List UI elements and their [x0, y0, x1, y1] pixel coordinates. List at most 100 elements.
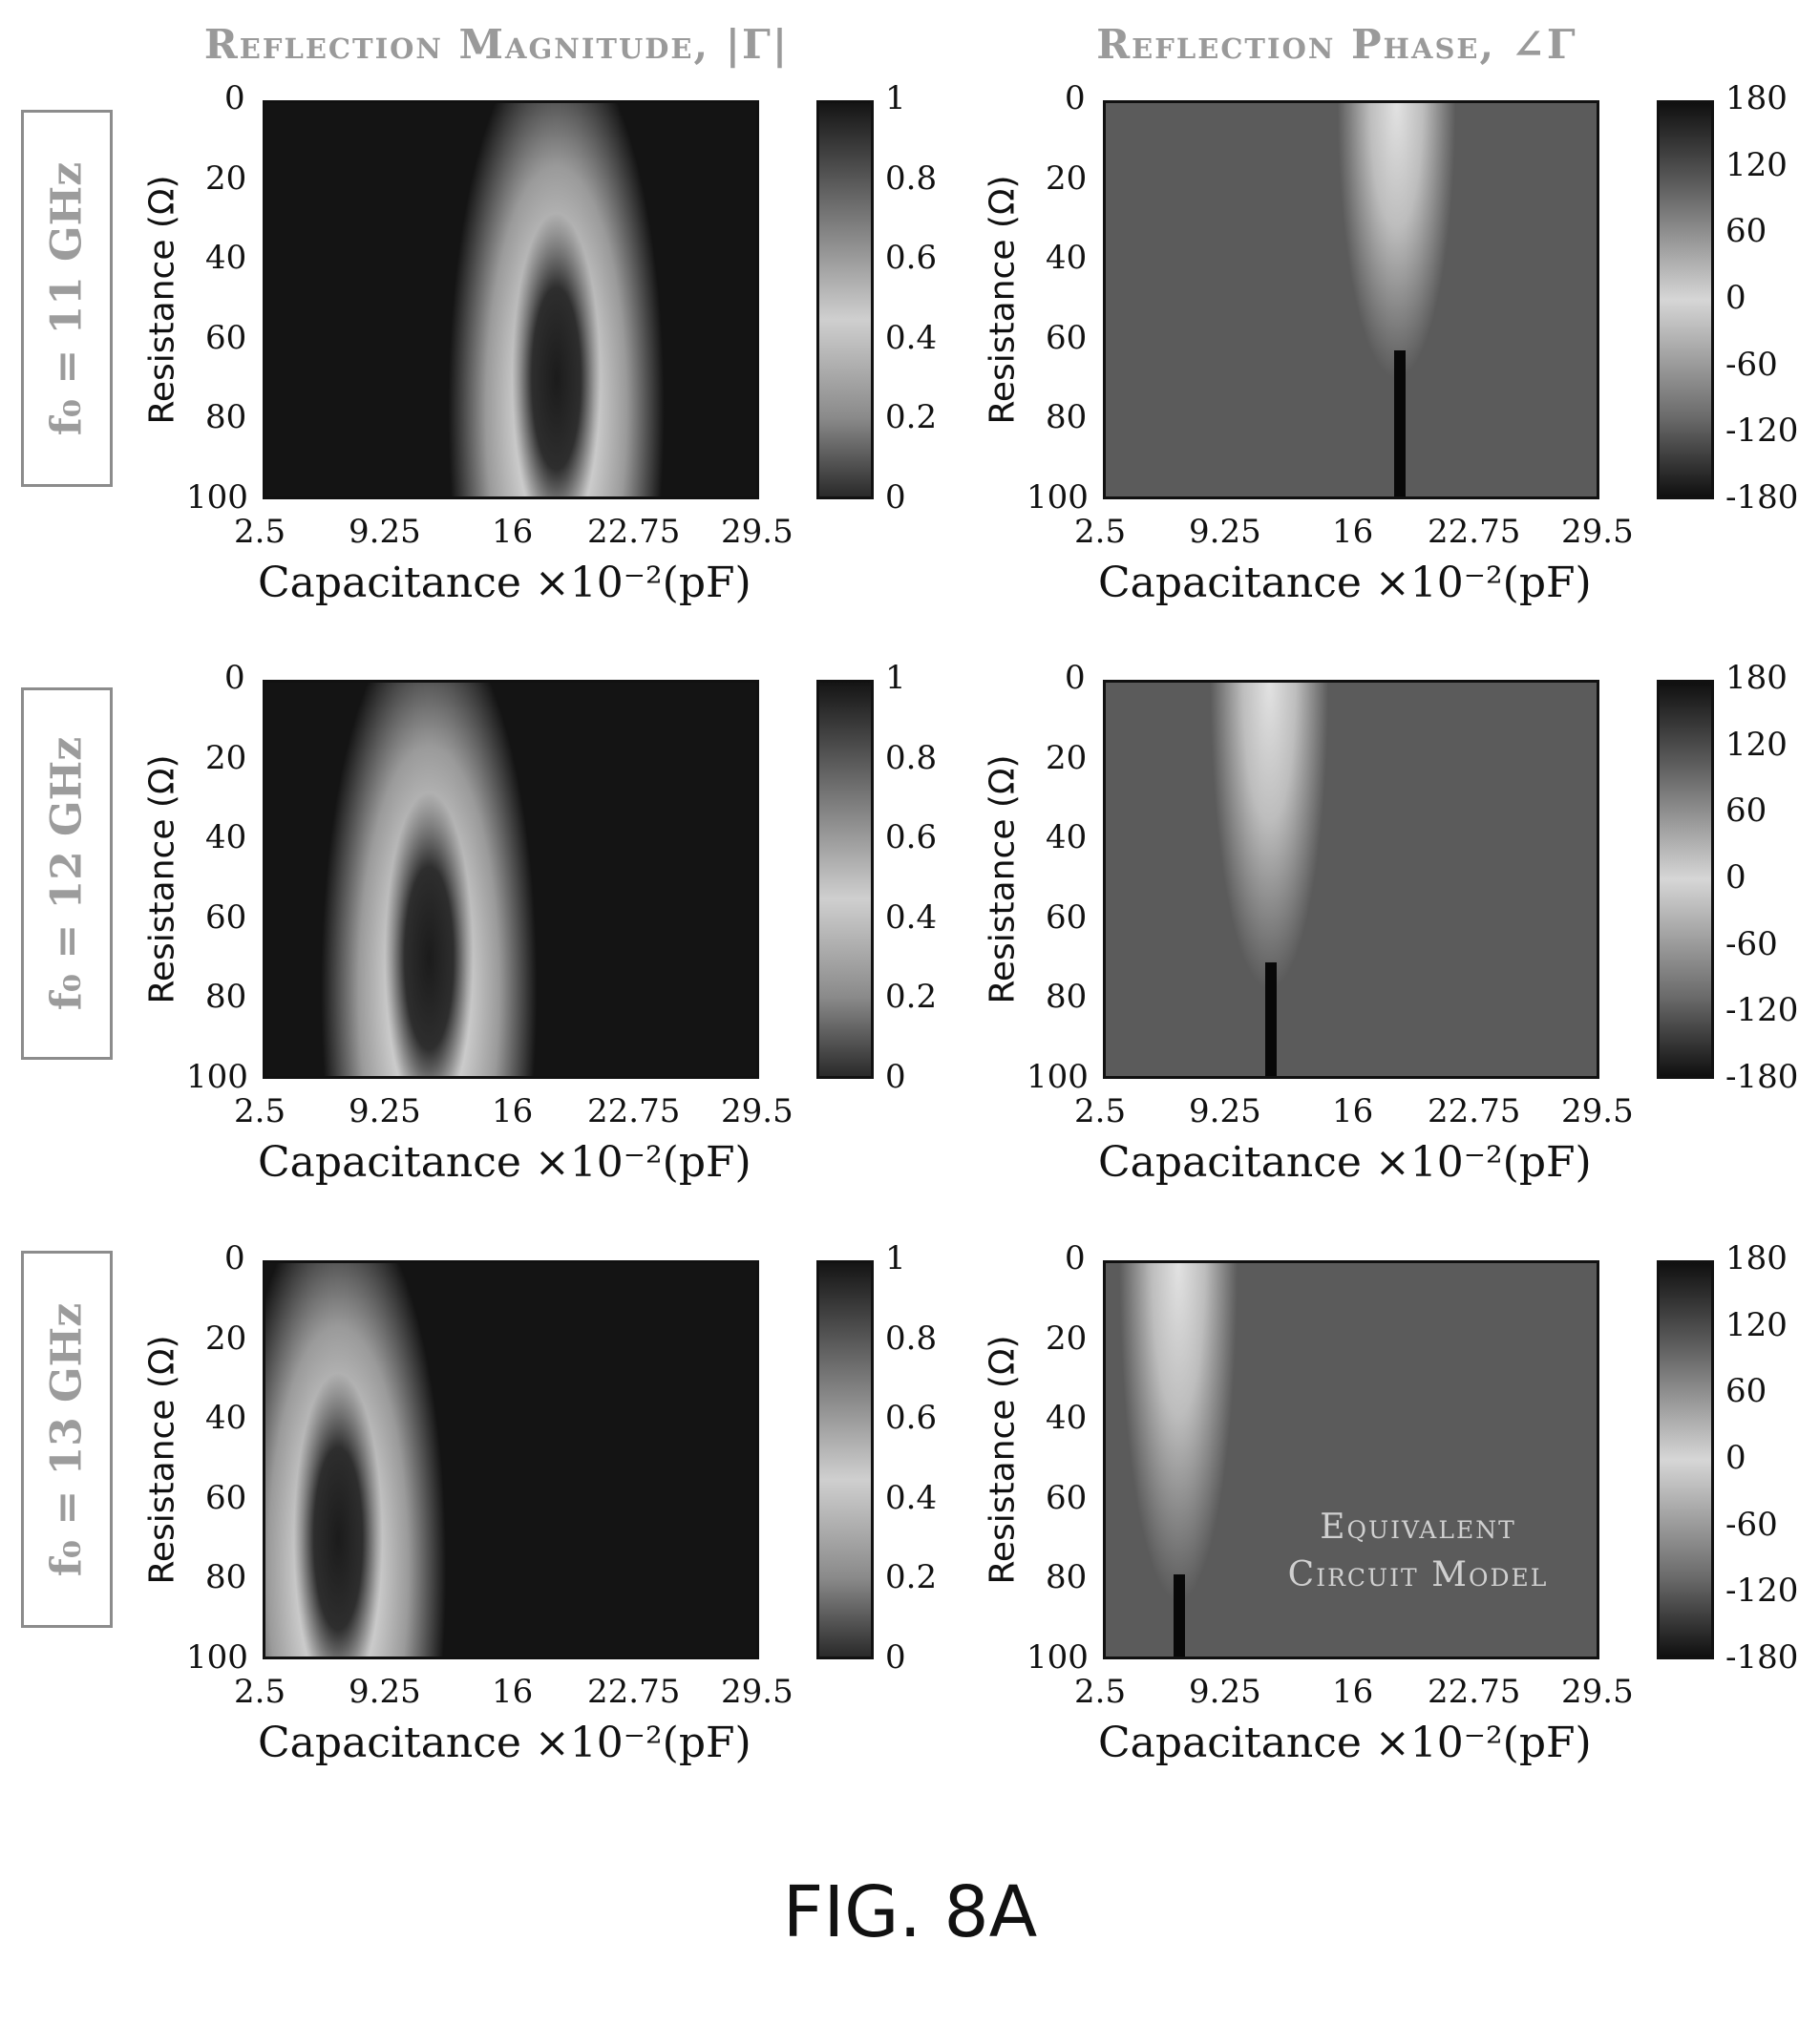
colorbar-tick-label: 60 — [1725, 1372, 1767, 1411]
colorbar-tick-label: 120 — [1725, 725, 1788, 764]
colorbar-tick-label: 0.6 — [885, 239, 938, 278]
equivalent-circuit-annotation: Equivalent Circuit Model — [1213, 1504, 1623, 1599]
y-axis-label: Resistance (Ω) — [983, 1335, 1023, 1585]
y-tick-label: 0 — [1065, 659, 1086, 697]
colorbar-tick-label: 0.2 — [885, 978, 938, 1017]
column-title-magnitude: Reflection Magnitude, |Γ| — [203, 21, 790, 68]
colorbar-tick-label: -180 — [1725, 478, 1799, 517]
colorbar-tick-label: 1 — [885, 659, 906, 697]
x-tick-label: 16 — [492, 1673, 534, 1711]
x-axis-label: Capacitance ×10⁻²(pF) — [258, 1138, 751, 1187]
colorbar-tick-label: 0 — [1725, 858, 1746, 897]
y-axis-label: Resistance (Ω) — [142, 754, 182, 1004]
x-tick-label: 2.5 — [234, 513, 286, 551]
x-tick-label: 29.5 — [721, 1673, 794, 1711]
heatmap-13ghz-phase — [1103, 1260, 1599, 1659]
y-tick-label: 40 — [1046, 239, 1088, 278]
figure-label: FIG. 8A — [782, 1871, 1038, 1953]
y-axis-label: Resistance (Ω) — [983, 175, 1023, 425]
x-tick-label: 9.25 — [1189, 513, 1261, 551]
y-tick-label: 0 — [224, 79, 245, 117]
y-tick-label: 60 — [1046, 897, 1088, 937]
phase-transition-streak — [1394, 350, 1407, 496]
y-tick-label: 40 — [1046, 1399, 1088, 1438]
annotation-line-1: Equivalent — [1320, 1508, 1516, 1547]
colorbar-tick-label: 0.6 — [885, 818, 938, 857]
x-tick-label: 29.5 — [1561, 513, 1634, 551]
colorbar-tick-label: 0 — [1725, 1439, 1746, 1477]
x-tick-label: 2.5 — [234, 1673, 286, 1711]
y-tick-label: 80 — [1046, 398, 1088, 437]
y-tick-label: 60 — [205, 318, 247, 357]
x-tick-label: 22.75 — [1428, 1673, 1521, 1711]
colorbar-tick-label: 0.2 — [885, 1558, 938, 1597]
x-tick-label: 9.25 — [1189, 1092, 1261, 1130]
x-tick-label: 16 — [492, 1092, 534, 1130]
x-tick-label: 16 — [1332, 1673, 1374, 1711]
x-tick-label: 2.5 — [1074, 1092, 1127, 1130]
y-tick-label: 20 — [205, 158, 247, 198]
x-tick-label: 22.75 — [587, 1092, 681, 1130]
colorbar-phase — [1657, 680, 1714, 1079]
y-tick-label: 20 — [1046, 158, 1088, 198]
y-tick-label: 0 — [224, 1239, 245, 1277]
colorbar-phase — [1657, 100, 1714, 499]
heatmap-11ghz-phase — [1103, 100, 1599, 499]
colorbar-tick-label: 120 — [1725, 145, 1788, 184]
y-tick-label: 80 — [1046, 978, 1088, 1017]
colorbar-tick-label: 1 — [885, 79, 906, 117]
x-tick-label: 9.25 — [349, 513, 421, 551]
colorbar-tick-label: 120 — [1725, 1305, 1788, 1344]
y-tick-label: 40 — [205, 1399, 247, 1438]
heatmap-13ghz-magnitude — [263, 1260, 759, 1659]
colorbar-tick-label: 0 — [885, 478, 906, 517]
x-tick-label: 29.5 — [721, 1092, 794, 1130]
colorbar-tick-label: 180 — [1725, 79, 1788, 117]
colorbar-tick-label: 0 — [885, 1058, 906, 1096]
y-axis-label: Resistance (Ω) — [142, 175, 182, 425]
y-tick-label: 80 — [205, 398, 247, 437]
colorbar-phase — [1657, 1260, 1714, 1659]
heatmap-11ghz-magnitude — [263, 100, 759, 499]
y-tick-label: 100 — [1026, 1058, 1089, 1096]
y-tick-label: 20 — [1046, 738, 1088, 777]
y-tick-label: 60 — [1046, 1478, 1088, 1517]
y-axis-label: Resistance (Ω) — [142, 1335, 182, 1585]
y-tick-label: 60 — [205, 897, 247, 937]
x-tick-label: 29.5 — [721, 513, 794, 551]
heatmap-12ghz-phase — [1103, 680, 1599, 1079]
x-tick-label: 9.25 — [1189, 1673, 1261, 1711]
column-title-phase: Reflection Phase, ∠Γ — [1096, 21, 1577, 68]
colorbar-tick-label: 180 — [1725, 659, 1788, 697]
y-tick-label: 20 — [205, 1319, 247, 1358]
x-axis-label: Capacitance ×10⁻²(pF) — [1098, 1138, 1592, 1187]
phase-transition-streak — [1265, 961, 1278, 1076]
y-tick-label: 0 — [1065, 1239, 1086, 1277]
colorbar-tick-label: 60 — [1725, 212, 1767, 251]
colorbar-tick-label: -60 — [1725, 345, 1778, 384]
y-tick-label: 100 — [186, 1058, 248, 1096]
y-tick-label: 80 — [205, 978, 247, 1017]
colorbar-tick-label: 1 — [885, 1239, 906, 1277]
x-axis-label: Capacitance ×10⁻²(pF) — [258, 559, 751, 607]
x-tick-label: 29.5 — [1561, 1092, 1634, 1130]
x-tick-label: 2.5 — [1074, 513, 1127, 551]
colorbar-magnitude — [816, 100, 874, 499]
y-tick-label: 0 — [224, 659, 245, 697]
x-tick-label: 29.5 — [1561, 1673, 1634, 1711]
y-tick-label: 100 — [186, 1638, 248, 1677]
colorbar-tick-label: 0.6 — [885, 1399, 938, 1438]
colorbar-tick-label: -180 — [1725, 1058, 1799, 1096]
colorbar-tick-label: -120 — [1725, 1572, 1799, 1611]
colorbar-tick-label: -120 — [1725, 991, 1799, 1030]
annotation-line-2: Circuit Model — [1287, 1555, 1549, 1594]
y-tick-label: 100 — [186, 478, 248, 517]
x-tick-label: 9.25 — [349, 1092, 421, 1130]
colorbar-tick-label: 0 — [1725, 279, 1746, 317]
y-tick-label: 60 — [205, 1478, 247, 1517]
x-tick-label: 22.75 — [1428, 1092, 1521, 1130]
x-tick-label: 9.25 — [349, 1673, 421, 1711]
colorbar-tick-label: -60 — [1725, 924, 1778, 963]
x-tick-label: 22.75 — [1428, 513, 1521, 551]
row-label-12ghz: f₀ = 12 GHz — [21, 687, 113, 1060]
